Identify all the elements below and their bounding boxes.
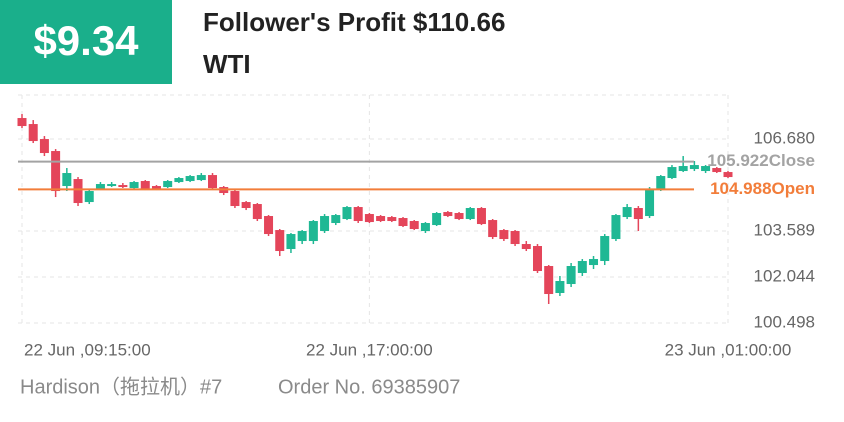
candle-body xyxy=(275,230,285,252)
candle-body xyxy=(622,207,632,218)
y-tick-label: 100.498 xyxy=(754,312,815,331)
candle-body xyxy=(331,215,341,224)
candle-body xyxy=(443,212,453,217)
chart: 100.498 102.044 103.589 106.680 22 Jun ,09:1… xyxy=(17,95,815,359)
reference-label: 104.988Open xyxy=(710,179,815,198)
candle-body xyxy=(342,207,352,220)
trader: Hardison（拖拉机）#7 xyxy=(20,375,222,398)
profit: $9.34 xyxy=(33,17,139,64)
title: Follower's Profit $110.66 xyxy=(203,7,505,37)
candle-body xyxy=(577,261,587,274)
candle-body xyxy=(129,182,139,189)
candle-body xyxy=(499,230,509,240)
candle-body xyxy=(51,151,61,192)
candle-body xyxy=(398,218,408,227)
candle-body xyxy=(230,191,240,207)
candle-body xyxy=(544,266,554,295)
candle-body xyxy=(521,244,531,250)
candle-body xyxy=(611,215,621,240)
candle-body xyxy=(353,207,363,222)
candle-body xyxy=(308,221,318,242)
candle-body xyxy=(73,179,83,204)
candle-body xyxy=(241,202,251,209)
candle-body xyxy=(264,216,274,235)
candle-body xyxy=(656,176,666,190)
candle-body xyxy=(712,168,722,173)
candle-body xyxy=(409,221,419,230)
reference-label: 105.922Close xyxy=(707,151,815,170)
candle-body xyxy=(376,216,386,222)
y-tick-label: 102.044 xyxy=(754,266,815,285)
candle-body xyxy=(185,176,195,182)
candle-body xyxy=(387,217,397,222)
profit-badge xyxy=(0,0,172,84)
y-tick-label: 103.589 xyxy=(754,221,815,240)
candle-body xyxy=(510,231,520,245)
candle-body xyxy=(667,167,677,179)
candle-body xyxy=(39,139,49,154)
x-tick-label: 22 Jun ,09:15:00 xyxy=(24,340,151,359)
candle-body xyxy=(488,220,498,238)
y-tick-label: 106.680 xyxy=(754,129,815,148)
x-tick-label: 22 Jun ,17:00:00 xyxy=(306,340,433,359)
candle-body xyxy=(320,216,330,232)
symbol: WTI xyxy=(203,49,251,79)
candle-body xyxy=(420,223,430,232)
candle-body xyxy=(163,181,173,188)
candle-body xyxy=(297,231,307,242)
candle-body xyxy=(454,213,464,220)
candle-body xyxy=(689,165,699,170)
candle-body xyxy=(62,173,72,187)
candle-body xyxy=(28,124,38,142)
candle-body xyxy=(107,184,117,187)
candle-body xyxy=(364,214,374,223)
candle-body xyxy=(208,175,218,189)
candle-body xyxy=(95,184,105,190)
candle-body xyxy=(566,266,576,285)
candle-body xyxy=(633,208,643,220)
candle-body xyxy=(555,281,565,294)
candle-body xyxy=(140,181,150,190)
candle-body xyxy=(476,208,486,225)
candle-body xyxy=(432,213,442,226)
candle-body xyxy=(286,234,296,250)
candle-body xyxy=(151,186,161,190)
candle-body xyxy=(84,191,94,203)
candle-body xyxy=(252,204,262,220)
order-number: Order No. 69385907 xyxy=(278,376,460,398)
candle-body xyxy=(174,178,184,183)
candle-body xyxy=(465,208,475,220)
candle-body xyxy=(645,189,655,217)
candle-body xyxy=(701,166,711,172)
candle-body xyxy=(118,185,128,188)
candle-body xyxy=(589,259,599,266)
candle-body xyxy=(723,172,733,178)
candle-body xyxy=(17,118,27,127)
candle-body xyxy=(532,246,542,272)
candle-body xyxy=(678,166,688,172)
candle-body xyxy=(196,175,206,181)
x-tick-label: 23 Jun ,01:00:00 xyxy=(665,340,792,359)
candle-body xyxy=(600,236,610,262)
